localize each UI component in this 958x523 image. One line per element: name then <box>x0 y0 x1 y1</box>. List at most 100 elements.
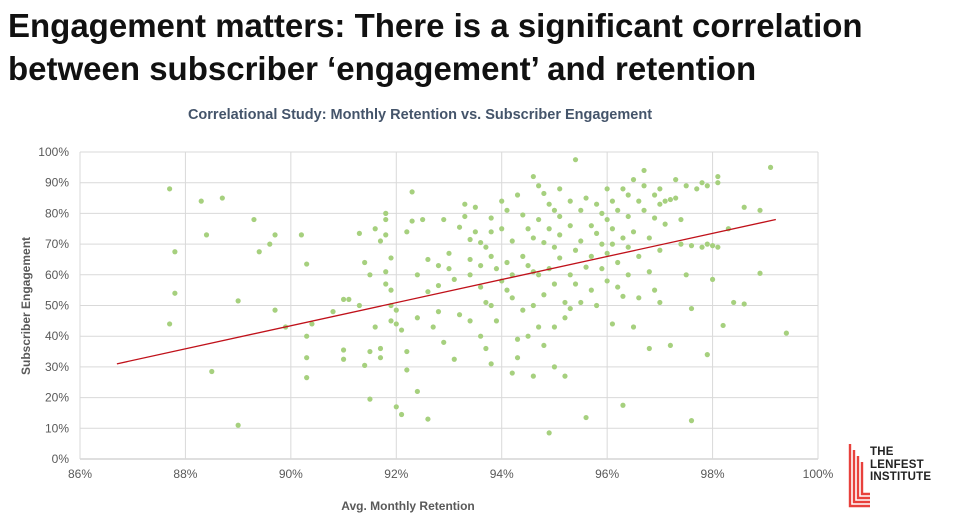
data-point <box>488 215 494 221</box>
data-point <box>636 198 642 204</box>
data-point <box>441 339 447 345</box>
data-point <box>404 348 410 355</box>
data-point <box>304 355 310 361</box>
data-point <box>551 281 558 287</box>
data-point <box>478 284 484 290</box>
data-point <box>530 373 536 379</box>
data-point <box>398 411 405 418</box>
data-point <box>604 186 610 192</box>
data-point <box>520 307 526 313</box>
data-point <box>309 321 315 327</box>
data-point <box>673 195 679 201</box>
data-point <box>425 256 431 263</box>
data-point <box>678 241 684 247</box>
data-point <box>362 362 368 368</box>
data-point <box>383 269 389 275</box>
data-point <box>709 243 716 249</box>
data-point <box>483 345 489 352</box>
data-point <box>467 256 473 263</box>
data-point <box>620 293 626 299</box>
data-point <box>662 198 668 204</box>
data-point <box>604 216 610 223</box>
data-point <box>767 164 774 170</box>
data-point <box>657 186 663 192</box>
data-point <box>340 296 347 302</box>
data-point <box>441 216 447 223</box>
data-point <box>420 216 426 223</box>
data-point <box>514 355 521 361</box>
data-point <box>478 262 484 269</box>
data-point <box>599 210 605 216</box>
data-point <box>662 221 668 227</box>
y-tick-label: 30% <box>45 360 69 374</box>
data-point <box>557 213 563 220</box>
data-point <box>594 230 600 236</box>
data-point <box>546 226 552 232</box>
chart-gridlines <box>79 151 819 460</box>
data-point <box>467 236 473 243</box>
data-point <box>425 416 431 422</box>
data-point <box>377 238 384 244</box>
x-tick-label: 86% <box>68 467 92 481</box>
data-point <box>367 272 373 278</box>
data-point <box>646 345 652 352</box>
data-point <box>657 299 663 306</box>
x-tick-label: 94% <box>490 467 514 481</box>
logo-line-3: INSTITUTE <box>870 471 932 483</box>
data-point <box>167 321 173 327</box>
data-point <box>562 315 568 321</box>
data-point <box>704 241 710 247</box>
data-point <box>615 284 621 290</box>
data-point <box>383 210 389 216</box>
data-point <box>783 330 789 336</box>
data-point <box>377 345 384 352</box>
data-point <box>599 266 605 272</box>
data-point <box>488 253 494 259</box>
data-point <box>567 223 573 229</box>
data-point <box>620 402 626 408</box>
data-point <box>304 333 310 339</box>
x-axis-ticks: 86% 88% 90% 92% 94% 96% 98% 100% <box>68 467 834 481</box>
data-point <box>478 239 484 246</box>
data-point <box>646 269 652 275</box>
data-point <box>673 177 679 183</box>
data-point <box>435 262 442 269</box>
y-tick-label: 60% <box>45 268 69 282</box>
data-point <box>430 324 436 330</box>
data-point <box>609 241 616 247</box>
data-point <box>388 255 394 261</box>
data-point <box>488 302 494 309</box>
data-point <box>272 232 278 238</box>
data-point <box>683 183 689 189</box>
data-point <box>546 201 552 207</box>
data-point <box>198 198 204 204</box>
data-point <box>435 309 442 315</box>
data-point <box>393 404 399 410</box>
data-point <box>251 216 257 223</box>
data-point <box>525 333 531 339</box>
data-point <box>688 418 695 424</box>
data-point <box>509 295 515 301</box>
data-point <box>588 223 594 229</box>
data-point <box>620 235 626 241</box>
data-point <box>630 324 637 330</box>
data-point <box>541 292 547 298</box>
data-point <box>525 226 531 232</box>
data-point <box>651 215 658 221</box>
data-point <box>398 327 405 333</box>
data-point <box>651 192 658 198</box>
data-point <box>462 213 468 220</box>
data-point <box>467 318 473 324</box>
data-point <box>488 361 494 367</box>
data-point <box>636 253 642 259</box>
data-point <box>478 333 484 339</box>
data-point <box>641 167 647 174</box>
data-point <box>704 183 710 189</box>
data-point <box>509 272 515 278</box>
y-axis-label: Subscriber Engagement <box>19 237 33 375</box>
data-point <box>688 243 695 249</box>
data-point <box>541 190 547 197</box>
data-point <box>446 266 452 272</box>
y-tick-label: 10% <box>45 421 69 435</box>
data-point <box>446 250 452 256</box>
